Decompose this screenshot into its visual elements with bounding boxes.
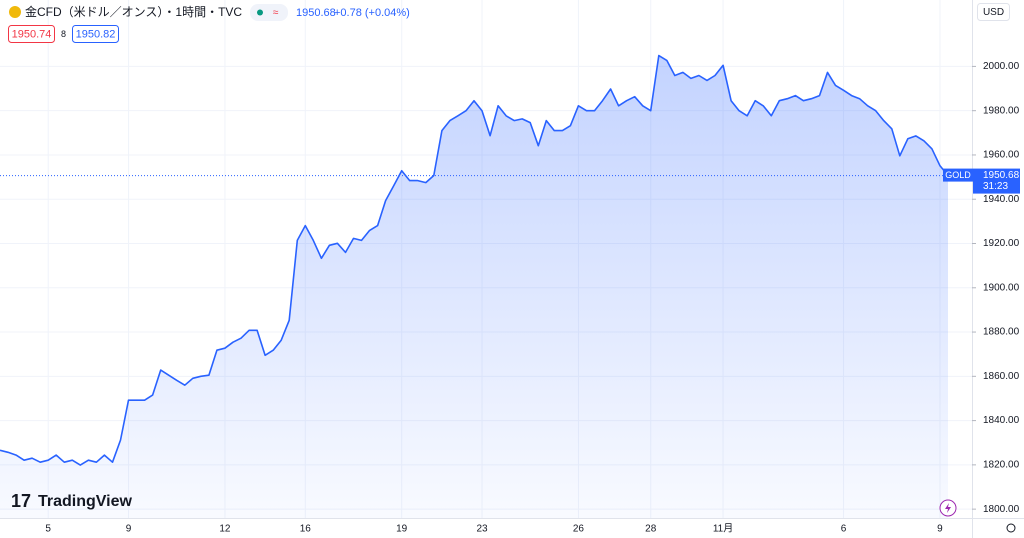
- x-tick-label: 12: [219, 524, 231, 535]
- y-tick-label: 1820.00: [983, 460, 1020, 471]
- symbol-tag: GOLD: [945, 170, 971, 180]
- symbol-title[interactable]: 金CFD（米ドル／オンス）・1時間・TVC: [25, 4, 242, 19]
- bid-box[interactable]: [8, 25, 55, 43]
- x-tick-label: 9: [126, 524, 132, 535]
- ask-price: 1950.82: [76, 28, 116, 40]
- status-pill[interactable]: [250, 4, 288, 21]
- price-line: [0, 54, 949, 466]
- y-tick-label: 1940.00: [983, 194, 1020, 205]
- symbol-tag-box: [943, 168, 973, 182]
- delay-icon: ≈: [273, 8, 279, 19]
- price-tag-label: 1950.68: [983, 170, 1020, 181]
- y-tick-label: 1860.00: [983, 371, 1020, 382]
- last-price: 1950.68: [296, 7, 336, 19]
- countdown: 31:23: [983, 181, 1008, 192]
- x-tick-label: 26: [573, 524, 585, 535]
- x-tick-label: 19: [396, 524, 408, 535]
- y-tick-label: 1880.00: [983, 327, 1020, 338]
- x-tick-label: 28: [645, 524, 657, 535]
- currency-button[interactable]: [977, 3, 1010, 21]
- symbol-icon: [9, 6, 21, 18]
- price-tag-box: [973, 168, 1020, 194]
- bid-price: 1950.74: [12, 28, 52, 40]
- brand-logo[interactable]: TradingView: [38, 493, 133, 510]
- y-tick-label: 1800.00: [983, 504, 1020, 515]
- axes: 1800.00 1820.00 1840.00 1860.00 1880.00 1900.…: [45, 61, 1019, 535]
- y-tick-label: 2000.00: [983, 61, 1020, 72]
- lightning-icon: [945, 503, 951, 513]
- x-tick-label: 5: [45, 524, 51, 535]
- y-tick-label: 1920.00: [983, 238, 1020, 249]
- settings-button[interactable]: [1006, 523, 1016, 533]
- y-tick-label: 1840.00: [983, 415, 1020, 426]
- y-tick-label: 1960.00: [983, 150, 1020, 161]
- currency: USD: [983, 7, 1004, 18]
- y-tick-label: 1900.00: [983, 282, 1020, 293]
- spread: 8: [61, 29, 66, 39]
- x-tick-label: 16: [300, 524, 312, 535]
- x-tick-label: 6: [841, 524, 847, 535]
- market-open-dot: [257, 9, 263, 16]
- y-tick-label: 1980.00: [983, 105, 1020, 116]
- brand-icon: 17: [11, 491, 31, 511]
- x-tick-label: 11月: [713, 523, 733, 535]
- x-tick-label: 9: [937, 524, 943, 535]
- x-tick-label: 23: [476, 524, 488, 535]
- area-fill: [0, 55, 948, 518]
- ask-box[interactable]: [72, 25, 119, 43]
- price-change: +0.78 (+0.04%): [334, 7, 410, 19]
- plot: [0, 54, 972, 518]
